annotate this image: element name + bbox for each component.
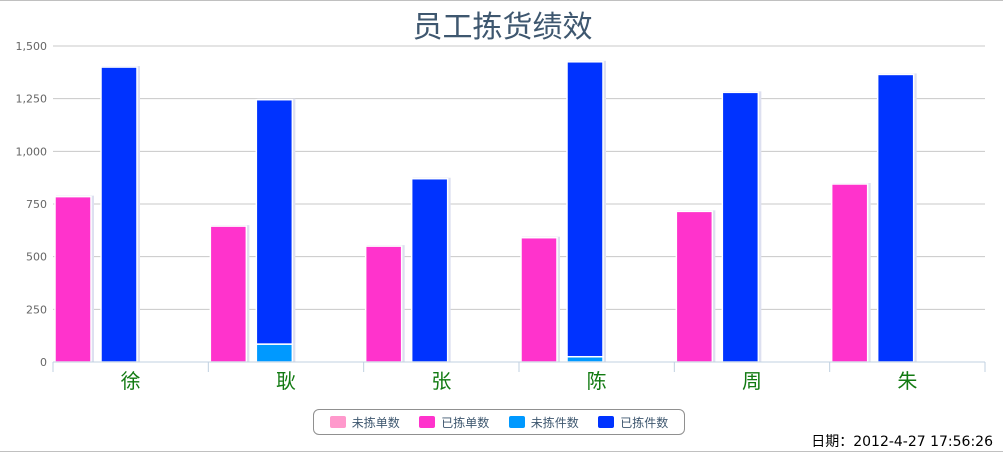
- bar-已拣单数[interactable]: [675, 210, 714, 363]
- legend-item[interactable]: 未拣单数: [329, 414, 400, 431]
- y-tick-label: 250: [26, 303, 47, 316]
- bar-已拣单数[interactable]: [830, 183, 869, 363]
- legend-label: 未拣单数: [351, 415, 400, 430]
- legend-swatch: [598, 416, 615, 428]
- x-category-label: 陈: [587, 369, 607, 393]
- bar-已拣单数[interactable]: [209, 225, 248, 363]
- x-category-label: 徐: [121, 369, 141, 393]
- bar-已拣件数[interactable]: [876, 73, 915, 363]
- bar-已拣单数[interactable]: [54, 195, 92, 363]
- y-tick-label: 1,250: [16, 93, 48, 106]
- legend-label: 未拣件数: [530, 415, 579, 430]
- x-axis: 徐耿张陈周朱: [52, 361, 986, 393]
- legend-swatch: [329, 416, 346, 428]
- legend: 未拣单数 已拣单数 未拣件数 已拣件数: [313, 409, 685, 435]
- chart-title: 员工拣货绩效: [412, 10, 593, 45]
- legend-item[interactable]: 已拣单数: [419, 414, 489, 431]
- x-category-label: 周: [742, 369, 762, 393]
- timestamp: 日期：2012-4-27 17:56:26: [811, 434, 993, 450]
- y-tick-label: 750: [26, 198, 47, 211]
- x-category-label: 张: [431, 369, 451, 393]
- bar-已拣件数[interactable]: [566, 61, 604, 358]
- bar-未拣件数[interactable]: [566, 355, 604, 363]
- x-category-label: 耿: [276, 369, 296, 393]
- bar-已拣件数[interactable]: [410, 177, 449, 363]
- chart-plot: 0 250 500 750 1,000 1,250 1,500 徐 耿 张 陈 周 朱: [16, 40, 986, 393]
- legend-label: 已拣件数: [620, 415, 669, 430]
- bar-已拣单数[interactable]: [364, 245, 403, 363]
- bar-已拣单数[interactable]: [520, 236, 558, 363]
- legend-item[interactable]: 已拣件数: [598, 414, 668, 431]
- legend-item[interactable]: 未拣件数: [508, 414, 579, 431]
- legend-swatch: [419, 416, 436, 428]
- bar-已拣件数[interactable]: [721, 91, 760, 363]
- y-tick-label: 1,000: [16, 145, 48, 158]
- x-category-label: 朱: [897, 369, 917, 393]
- y-tick-label: 500: [26, 251, 47, 264]
- y-tick-label: 0: [40, 356, 47, 369]
- y-axis-ticks: 0 250 500 750 1,000 1,250 1,500: [16, 40, 48, 369]
- bars: [54, 60, 917, 363]
- y-tick-label: 1,500: [16, 40, 48, 53]
- bar-已拣件数[interactable]: [255, 98, 294, 345]
- legend-label: 已拣单数: [441, 415, 490, 430]
- bar-未拣件数[interactable]: [255, 343, 294, 363]
- bar-已拣件数[interactable]: [100, 66, 138, 363]
- legend-swatch: [508, 416, 525, 428]
